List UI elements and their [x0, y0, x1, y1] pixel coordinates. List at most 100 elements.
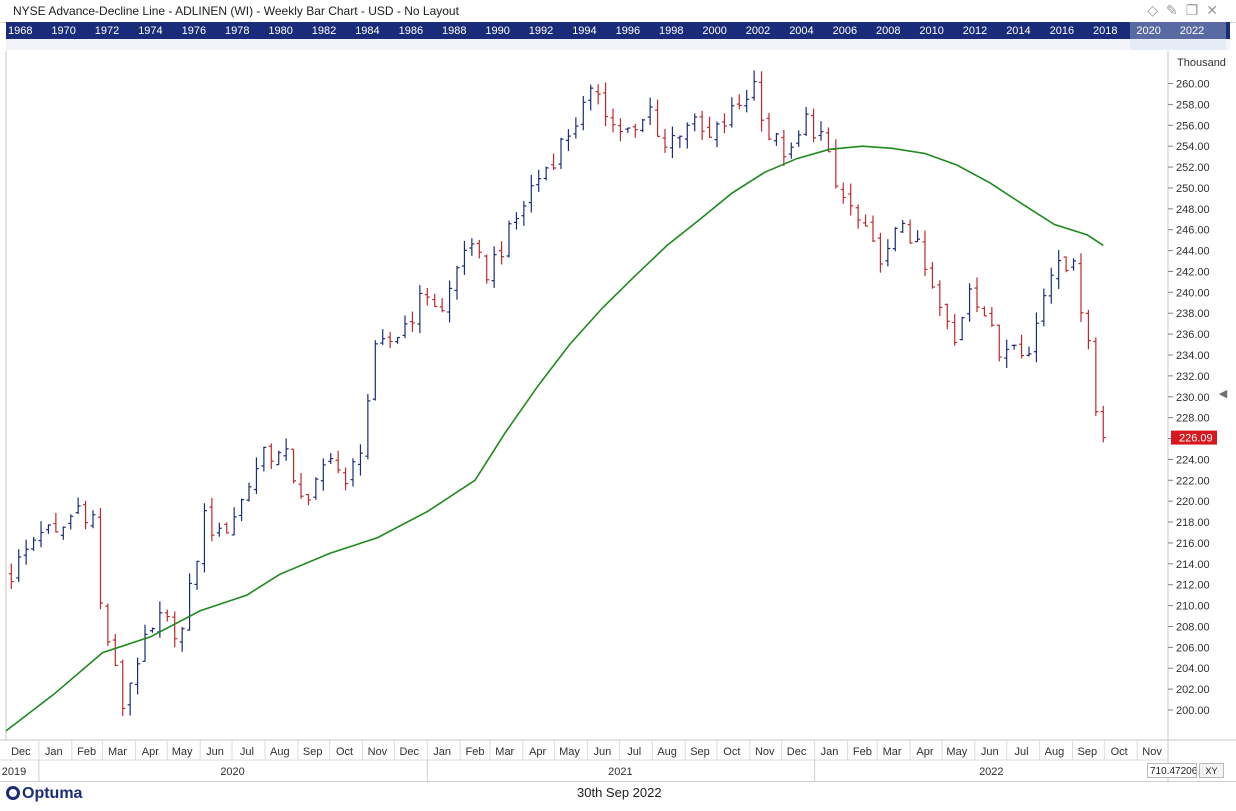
- x-month-label: Nov: [1142, 746, 1162, 758]
- overview-year-label: 1976: [181, 25, 207, 37]
- pin-icon[interactable]: ✎: [1165, 2, 1186, 18]
- x-month-label: Nov: [368, 746, 388, 758]
- y-tick-label: 236.00: [1176, 329, 1210, 341]
- last-price-label: 226.09: [1179, 433, 1213, 445]
- overview-year-label: 2012: [962, 25, 988, 37]
- x-month-label: Sep: [690, 746, 710, 758]
- y-tick-label: 242.00: [1176, 266, 1210, 278]
- overview-strip[interactable]: 1968 1970 1972 1974 1976 1978 1980 1982 1984 1986…: [6, 22, 1230, 50]
- x-month-label: Feb: [77, 746, 96, 758]
- x-month-label: Aug: [1045, 746, 1065, 758]
- y-tick-label: 222.00: [1176, 475, 1210, 487]
- moving-average-line: [5, 145, 1104, 732]
- overview-window-handle[interactable]: [1130, 22, 1227, 50]
- y-tick-label: 212.00: [1176, 580, 1210, 592]
- x-month-label: Mar: [495, 746, 514, 758]
- overview-year-label: 1974: [138, 25, 163, 37]
- x-month-label: Jan: [433, 746, 451, 758]
- x-month-label: Jun: [594, 746, 612, 758]
- x-month-label: Jan: [45, 746, 63, 758]
- overview-year-label: 2004: [789, 25, 814, 37]
- y-tick-label: 204.00: [1176, 663, 1210, 675]
- overview-scrollbar[interactable]: [6, 39, 1230, 50]
- overview-year-label: 2000: [702, 25, 727, 37]
- overview-year-label: 2010: [919, 25, 944, 37]
- overview-year-label: 2018: [1093, 25, 1118, 37]
- x-month-label: Jul: [1015, 746, 1029, 758]
- status-bar: Optuma 30th Sep 2022: [0, 781, 1236, 811]
- y-tick-label: 206.00: [1176, 642, 1210, 654]
- x-year-label: 2020: [220, 766, 244, 778]
- x-month-label: Feb: [853, 746, 872, 758]
- y-tick-label: 200.00: [1176, 705, 1210, 717]
- zoom-value-field[interactable]: 710.47206: [1147, 763, 1197, 778]
- overview-year-label: 1972: [94, 25, 120, 37]
- y-tick-label: 258.00: [1176, 99, 1210, 111]
- overview-year-label: 1986: [398, 25, 424, 37]
- overview-year-label: 1984: [355, 25, 380, 37]
- y-tick-label: 260.00: [1176, 79, 1210, 91]
- y-tick-label: 252.00: [1176, 162, 1210, 174]
- y-tick-label: 214.00: [1176, 559, 1210, 571]
- optuma-logo-icon: [6, 786, 20, 800]
- y-tick-label: 234.00: [1176, 350, 1210, 362]
- overview-year-label: 2022: [1179, 25, 1205, 37]
- overview-year-label: 2008: [876, 25, 901, 37]
- x-year-label: 2022: [979, 766, 1003, 778]
- x-month-label: Aug: [270, 746, 290, 758]
- y-tick-label: 218.00: [1176, 517, 1210, 529]
- x-month-label: May: [946, 746, 967, 758]
- x-month-label: Nov: [755, 746, 775, 758]
- current-date: 30th Sep 2022: [577, 785, 662, 800]
- x-month-label: Dec: [11, 746, 31, 758]
- overview-year-label: 2020: [1136, 25, 1161, 37]
- overview-year-label: 2002: [745, 25, 771, 37]
- y-tick-label: 228.00: [1176, 413, 1210, 425]
- xy-toggle-button[interactable]: XY: [1199, 763, 1224, 778]
- overview-year-label: 2016: [1049, 25, 1075, 37]
- x-month-label: Jan: [821, 746, 839, 758]
- overview-year-label: 1980: [268, 25, 293, 37]
- window-controls: ◇✎❐✕: [1147, 2, 1226, 19]
- x-month-label: Dec: [399, 746, 419, 758]
- overview-year-label: 2006: [832, 25, 858, 37]
- x-month-label: Apr: [916, 746, 933, 758]
- x-month-label: Jun: [206, 746, 224, 758]
- x-year-label: 2019: [2, 766, 26, 778]
- x-month-label: Dec: [787, 746, 807, 758]
- y-tick-label: 246.00: [1176, 225, 1210, 237]
- overview-year-label: 2014: [1006, 25, 1031, 37]
- y-tick-label: 208.00: [1176, 621, 1210, 633]
- close-icon[interactable]: ✕: [1206, 2, 1226, 18]
- x-year-label: 2021: [608, 766, 632, 778]
- chart-canvas[interactable]: Thousand 200.00 202.00 204.00 206.00 208.00 21…: [0, 0, 1236, 781]
- y-tick-label: 230.00: [1176, 392, 1210, 404]
- collapse-panel-button[interactable]: ◀: [1218, 388, 1228, 400]
- x-month-label: Jul: [240, 746, 254, 758]
- diamond-icon[interactable]: ◇: [1147, 2, 1166, 18]
- x-month-label: Mar: [883, 746, 902, 758]
- y-tick-label: 232.00: [1176, 371, 1210, 383]
- y-tick-label: 254.00: [1176, 141, 1210, 153]
- x-month-label: May: [559, 746, 580, 758]
- overview-year-label: 1998: [659, 25, 684, 37]
- y-tick-label: 216.00: [1176, 538, 1210, 550]
- x-month-label: Oct: [336, 746, 353, 758]
- optuma-logo: Optuma: [6, 785, 82, 803]
- last-price-badge: [1171, 430, 1217, 445]
- overview-year-label: 1994: [572, 25, 597, 37]
- y-tick-label: 240.00: [1176, 287, 1210, 299]
- x-month-label: Apr: [142, 746, 159, 758]
- x-month-label: Apr: [529, 746, 546, 758]
- y-tick-label: 224.00: [1176, 454, 1210, 466]
- title-bar: NYSE Advance-Decline Line - ADLINEN (WI)…: [0, 0, 1236, 23]
- y-tick-label: 210.00: [1176, 601, 1210, 613]
- restore-icon[interactable]: ❐: [1185, 2, 1207, 18]
- x-month-label: Mar: [108, 746, 127, 758]
- overview-year-label: 1978: [225, 25, 250, 37]
- brand-name: Optuma: [22, 785, 83, 802]
- y-tick-label: 250.00: [1176, 183, 1210, 195]
- overview-year-label: 1968: [8, 25, 33, 37]
- y-axis-unit-label: Thousand: [1177, 57, 1226, 69]
- y-tick-label: 248.00: [1176, 204, 1210, 216]
